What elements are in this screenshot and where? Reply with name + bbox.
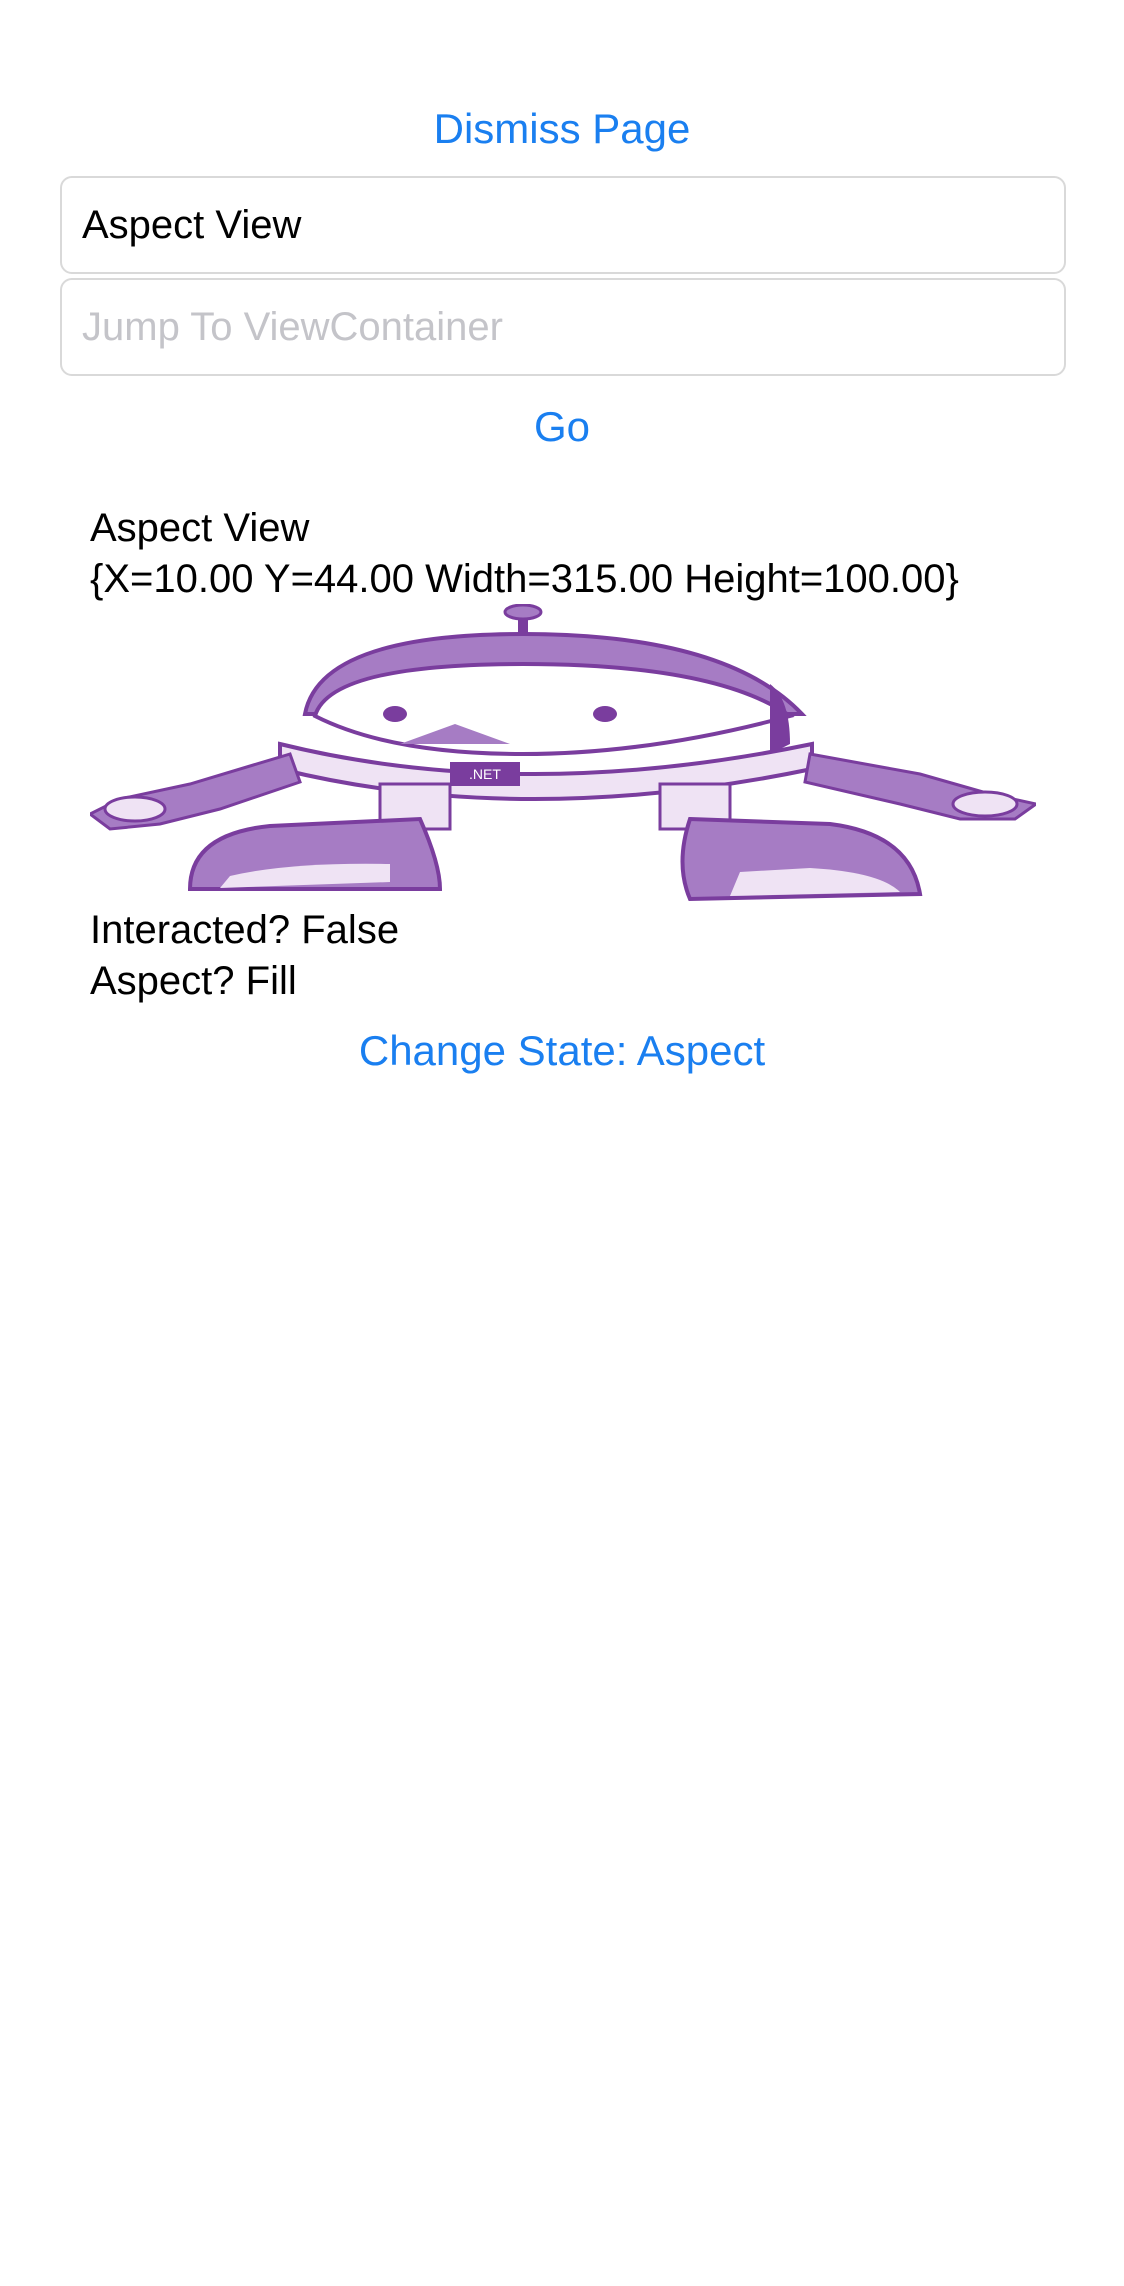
interacted-label: Interacted? False <box>90 908 400 952</box>
title-input[interactable] <box>62 202 1064 248</box>
go-button[interactable]: Go <box>0 406 1124 448</box>
view-name-label: Aspect View <box>90 506 310 550</box>
change-state-button[interactable]: Change State: Aspect <box>0 1030 1124 1072</box>
title-field[interactable] <box>60 176 1066 274</box>
robot-image: .NET <box>90 604 1036 902</box>
aspect-label: Aspect? Fill <box>90 959 297 1003</box>
net-badge: .NET <box>469 766 501 782</box>
jump-field[interactable] <box>60 278 1066 376</box>
jump-to-viewcontainer-input[interactable] <box>62 304 1064 350</box>
frame-label: {X=10.00 Y=44.00 Width=315.00 Height=100… <box>90 557 959 601</box>
dismiss-page-button[interactable]: Dismiss Page <box>0 108 1124 150</box>
